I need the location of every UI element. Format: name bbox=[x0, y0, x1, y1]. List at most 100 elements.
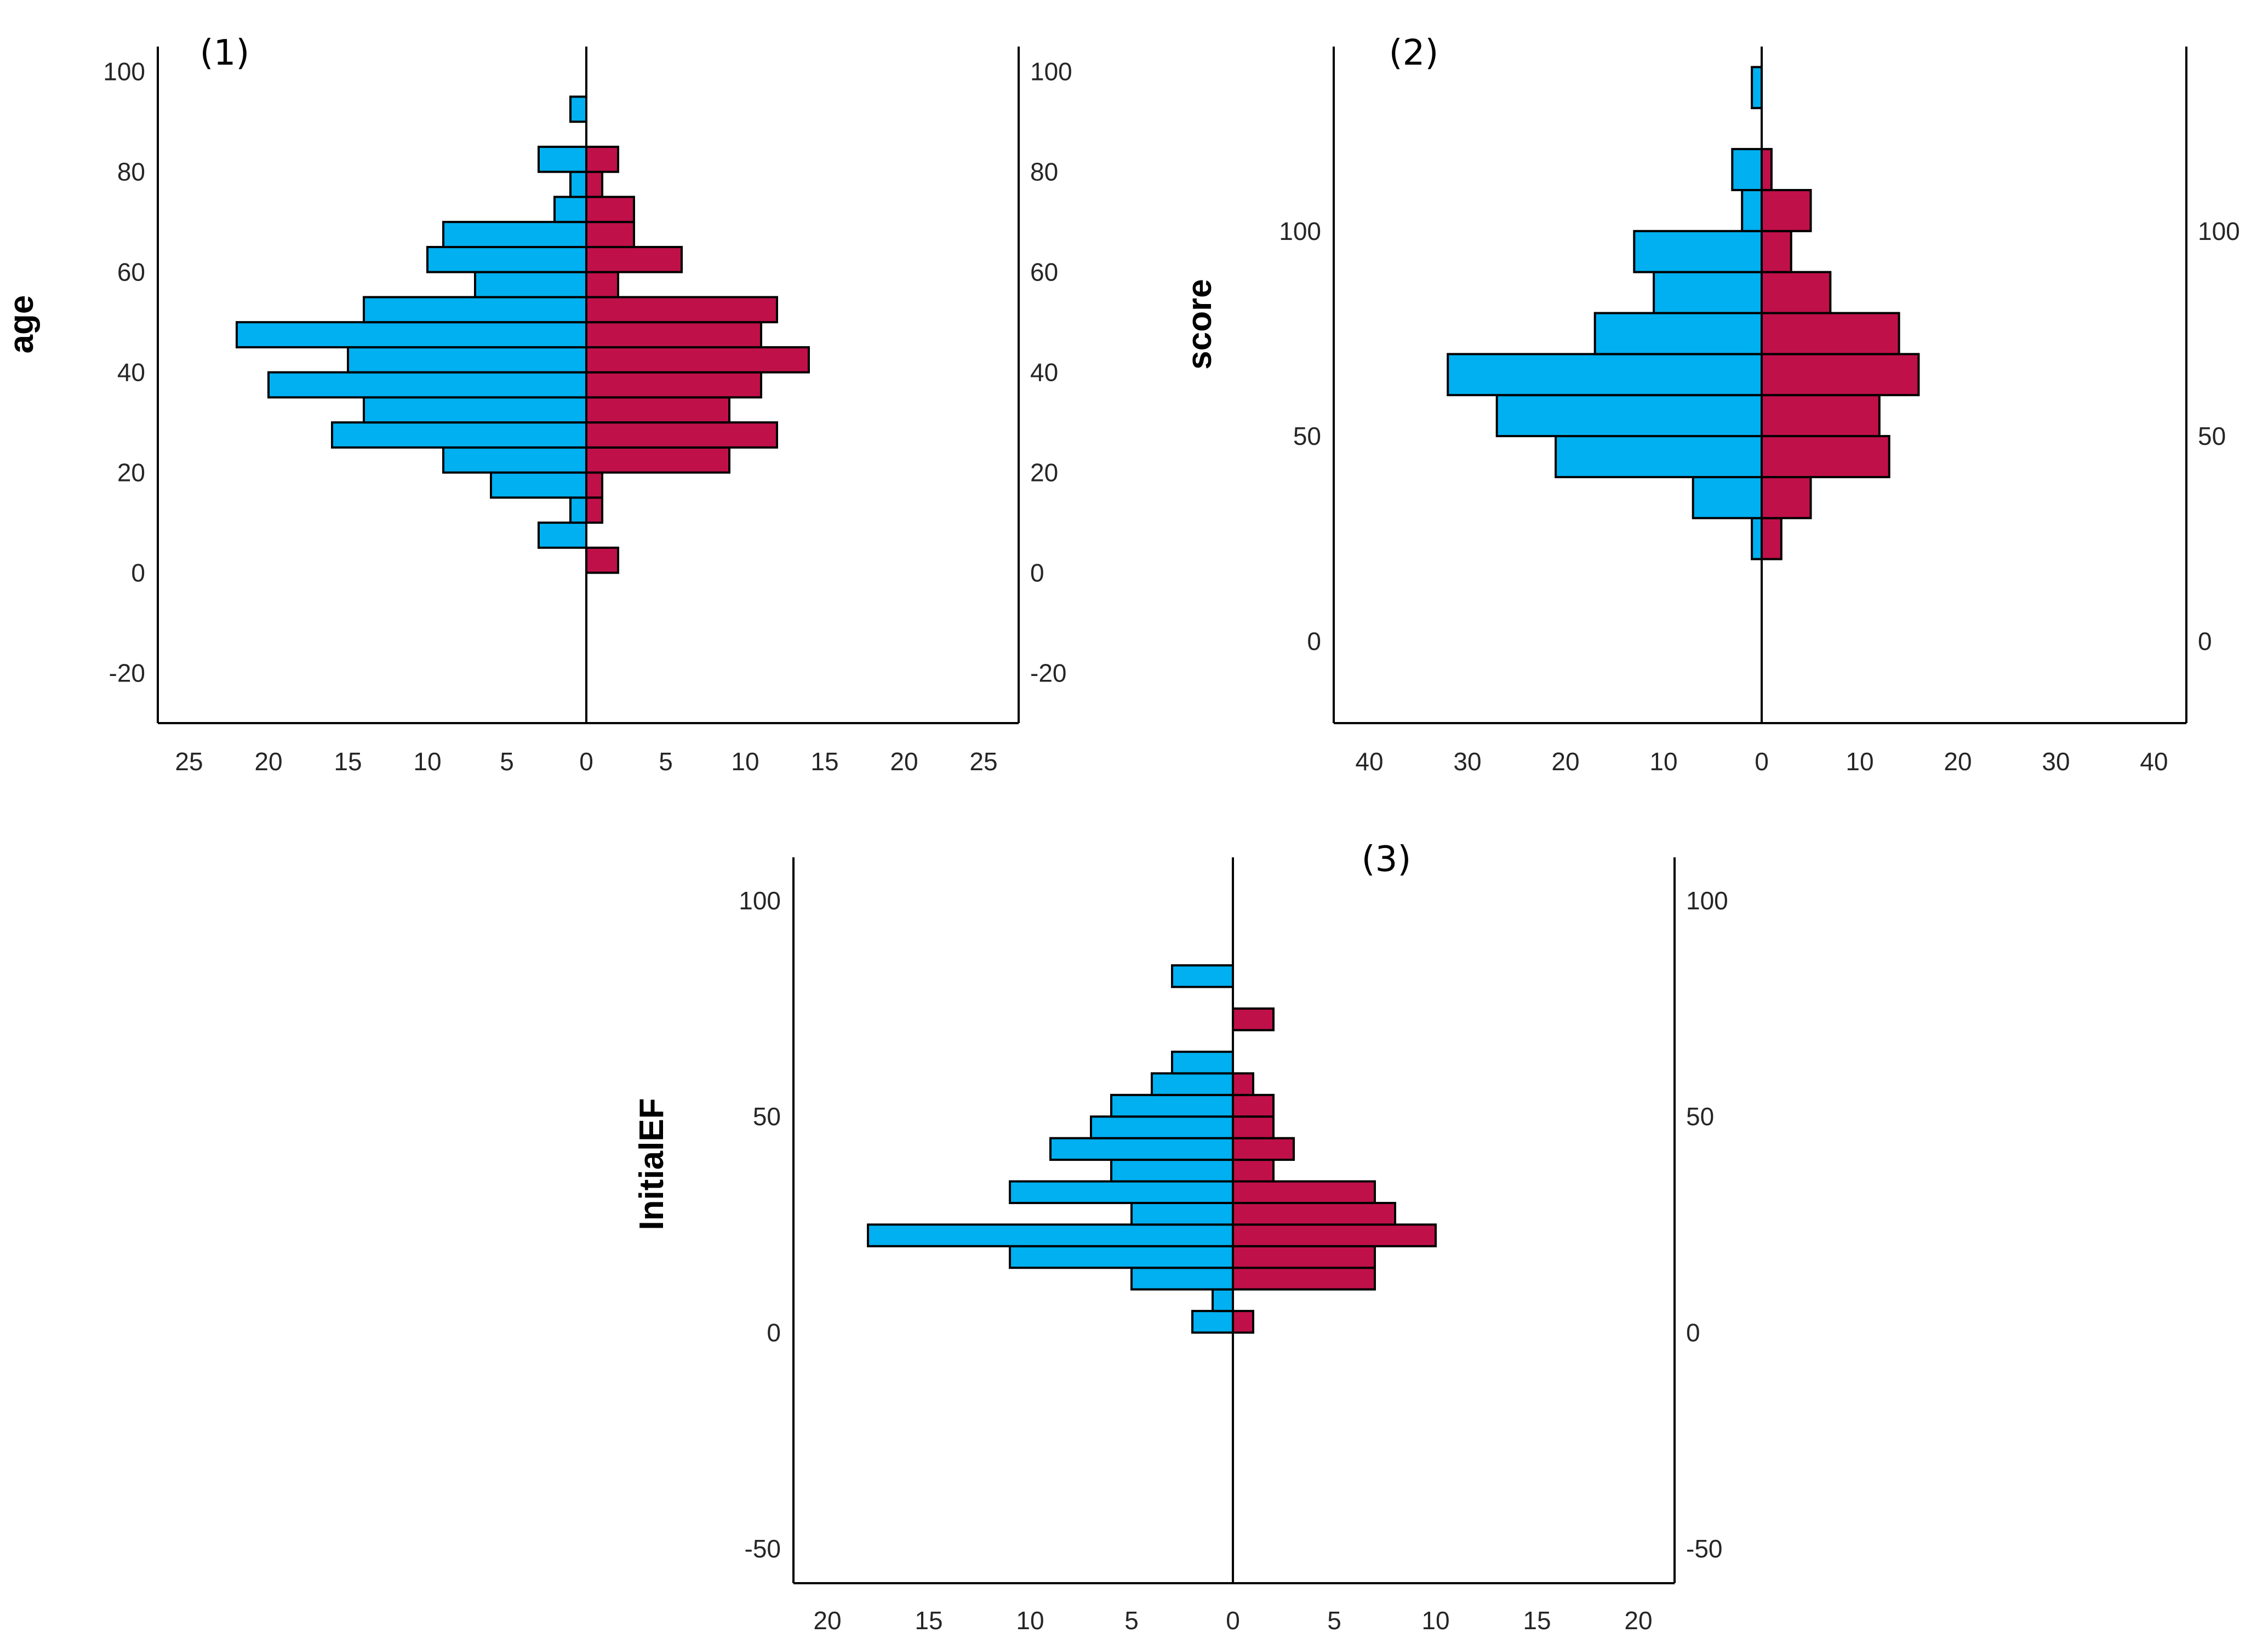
bar-left bbox=[1151, 1072, 1234, 1096]
bar-left bbox=[1130, 1201, 1234, 1226]
y-tick-label-right: -50 bbox=[1686, 1534, 1722, 1563]
bar-right bbox=[585, 471, 603, 499]
y-tick-label-right: 0 bbox=[1030, 559, 1044, 587]
y-tick-label-right: 50 bbox=[1686, 1102, 1714, 1131]
y-tick-label-left: 60 bbox=[117, 258, 145, 287]
bar-right bbox=[585, 170, 603, 198]
bar-right bbox=[585, 396, 730, 424]
y-tick-label-left: 50 bbox=[753, 1102, 781, 1131]
x-tick-label: 20 bbox=[1944, 747, 1972, 776]
bar-right bbox=[1761, 353, 1920, 397]
bar-right bbox=[585, 296, 778, 324]
bar-right bbox=[585, 271, 619, 299]
bar-right bbox=[585, 546, 619, 574]
bar-right bbox=[1232, 1072, 1254, 1096]
bar-left bbox=[1009, 1180, 1234, 1204]
panel-label: (3) bbox=[1362, 839, 1412, 880]
bar-right bbox=[1761, 517, 1783, 560]
bar-left bbox=[347, 346, 587, 374]
bar-right bbox=[1761, 476, 1812, 519]
x-tick-label: 20 bbox=[890, 747, 918, 776]
x-tick-label: 25 bbox=[175, 747, 203, 776]
bar-right bbox=[1232, 1007, 1275, 1032]
x-tick-label: 10 bbox=[1846, 747, 1873, 776]
x-tick-label: 15 bbox=[810, 747, 838, 776]
bar-right bbox=[1761, 188, 1812, 232]
bar-left bbox=[1751, 66, 1763, 110]
bar-left bbox=[331, 421, 587, 449]
bar-left bbox=[1212, 1288, 1234, 1313]
bar-left bbox=[267, 371, 587, 399]
bar-left bbox=[569, 170, 587, 198]
bar-left bbox=[1741, 188, 1763, 232]
y-tick-label-right: 0 bbox=[2198, 627, 2212, 655]
y-tick-label-right: 0 bbox=[1686, 1319, 1700, 1347]
x-tick-label: 40 bbox=[2140, 747, 2168, 776]
bar-left bbox=[1495, 394, 1763, 438]
bar-left bbox=[553, 196, 587, 224]
y-axis-title: score bbox=[1181, 279, 1219, 369]
bar-left bbox=[236, 321, 587, 348]
chart-age: -20 -20 0 0 20 20 40 40 60 60 80 80 100 100 25 20 15 10 5 0… bbox=[3, 33, 1072, 776]
bar-left bbox=[538, 522, 587, 549]
bar-right bbox=[1761, 271, 1832, 314]
x-tick-label: 5 bbox=[1124, 1606, 1139, 1635]
x-tick-label: 15 bbox=[915, 1606, 942, 1635]
y-tick-label-left: 0 bbox=[131, 559, 145, 587]
bar-left bbox=[1090, 1115, 1234, 1139]
y-tick-label-right: 60 bbox=[1030, 258, 1058, 287]
y-tick-label-left: 40 bbox=[117, 358, 145, 387]
bar-right bbox=[585, 496, 603, 524]
bar-left bbox=[1110, 1159, 1234, 1183]
y-tick-label-right: 40 bbox=[1030, 358, 1058, 387]
y-tick-label-left: -20 bbox=[109, 659, 145, 688]
y-tick-label-left: 100 bbox=[1279, 217, 1321, 245]
bar-right bbox=[585, 196, 635, 224]
x-tick-label: 0 bbox=[1755, 747, 1769, 776]
x-tick-label: 40 bbox=[1355, 747, 1383, 776]
bar-left bbox=[474, 271, 587, 299]
bar-right bbox=[1232, 1310, 1254, 1334]
x-tick-label: 5 bbox=[1327, 1606, 1341, 1635]
bar-left bbox=[538, 145, 587, 173]
x-tick-label: 5 bbox=[500, 747, 514, 776]
bar-left bbox=[1110, 1093, 1234, 1118]
bar-left bbox=[569, 496, 587, 524]
bar-right bbox=[1232, 1223, 1437, 1247]
bar-right bbox=[1232, 1115, 1275, 1139]
bar-right bbox=[1232, 1245, 1376, 1269]
bar-left bbox=[867, 1223, 1234, 1247]
bar-left bbox=[1049, 1137, 1234, 1161]
bar-right bbox=[585, 321, 762, 348]
bar-left bbox=[1692, 476, 1763, 519]
bar-right bbox=[585, 371, 762, 399]
bar-left bbox=[442, 446, 587, 474]
y-tick-label-right: 100 bbox=[2198, 217, 2240, 245]
panel-label: (1) bbox=[200, 33, 250, 73]
bar-right bbox=[1761, 312, 1900, 356]
bar-left bbox=[1447, 353, 1763, 397]
bar-left bbox=[569, 95, 587, 123]
panel-label: (2) bbox=[1389, 33, 1439, 73]
y-tick-label-right: 80 bbox=[1030, 158, 1058, 186]
x-tick-label: 15 bbox=[1523, 1606, 1551, 1635]
x-tick-label: 25 bbox=[969, 747, 997, 776]
y-tick-label-right: 50 bbox=[2198, 422, 2226, 450]
x-tick-label: 20 bbox=[813, 1606, 841, 1635]
y-tick-label-left: 0 bbox=[767, 1319, 781, 1347]
x-tick-label: 5 bbox=[659, 747, 673, 776]
x-tick-label: 10 bbox=[1016, 1606, 1044, 1635]
y-tick-label-left: 100 bbox=[739, 886, 781, 915]
x-tick-label: 20 bbox=[1624, 1606, 1652, 1635]
y-tick-label-right: 100 bbox=[1030, 58, 1072, 86]
bar-right bbox=[1232, 1180, 1376, 1204]
x-tick-label: 10 bbox=[1649, 747, 1677, 776]
y-tick-label-left: -50 bbox=[745, 1534, 781, 1563]
bar-right bbox=[1232, 1267, 1376, 1291]
bar-left bbox=[442, 221, 587, 248]
bar-left bbox=[490, 471, 587, 499]
bar-right bbox=[585, 446, 730, 474]
